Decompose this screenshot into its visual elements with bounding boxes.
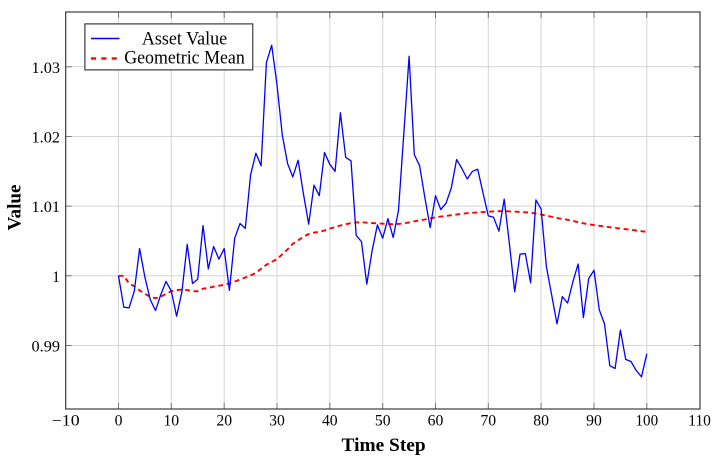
svg-text:1: 1 bbox=[52, 269, 60, 286]
svg-text:100: 100 bbox=[636, 412, 659, 429]
svg-text:70: 70 bbox=[480, 412, 496, 429]
svg-text:Value: Value bbox=[5, 185, 26, 231]
svg-text:10: 10 bbox=[163, 412, 179, 429]
svg-text:20: 20 bbox=[216, 412, 232, 429]
svg-text:1.01: 1.01 bbox=[32, 199, 61, 216]
svg-text:40: 40 bbox=[322, 412, 338, 429]
svg-text:Asset Value: Asset Value bbox=[142, 29, 227, 50]
svg-text:30: 30 bbox=[269, 412, 285, 429]
svg-text:0.99: 0.99 bbox=[32, 339, 61, 356]
svg-text:50: 50 bbox=[375, 412, 391, 429]
svg-text:90: 90 bbox=[586, 412, 602, 429]
svg-text:0: 0 bbox=[115, 412, 123, 429]
svg-text:Geometric Mean: Geometric Mean bbox=[124, 48, 245, 69]
svg-text:−10: −10 bbox=[52, 412, 80, 429]
svg-text:80: 80 bbox=[533, 412, 549, 429]
svg-text:1.02: 1.02 bbox=[32, 130, 61, 147]
svg-text:60: 60 bbox=[428, 412, 444, 429]
svg-text:1.03: 1.03 bbox=[32, 60, 61, 77]
svg-text:110: 110 bbox=[688, 412, 711, 429]
svg-text:Time Step: Time Step bbox=[342, 435, 426, 456]
